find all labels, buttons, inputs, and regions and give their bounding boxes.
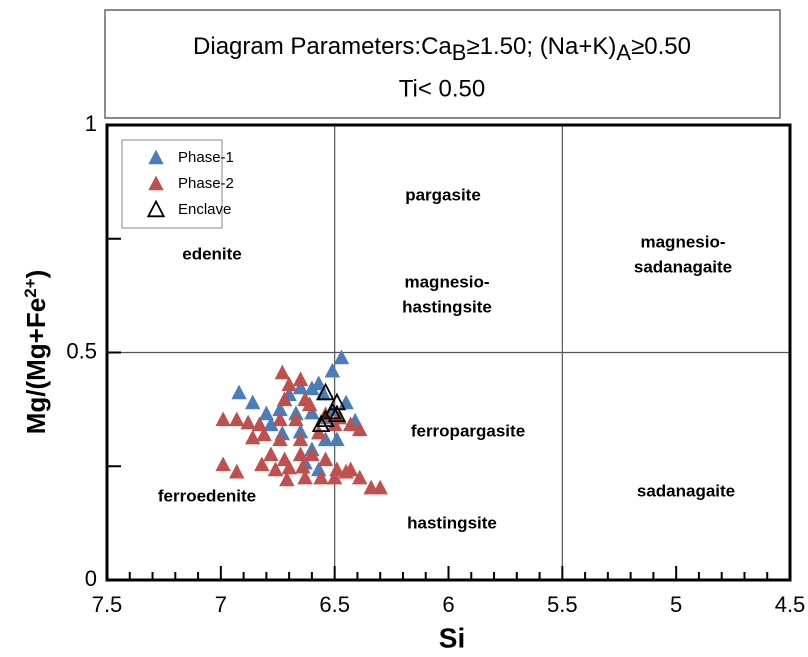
data-point — [372, 479, 388, 495]
data-point — [263, 446, 279, 462]
field-label: edenite — [182, 244, 242, 263]
data-point — [311, 461, 327, 477]
x-tick-label: 5.5 — [547, 592, 578, 617]
data-point — [263, 416, 279, 432]
data-point — [267, 461, 284, 477]
x-tick-label: 7 — [215, 592, 227, 617]
data-point — [231, 384, 247, 400]
data-point — [342, 416, 359, 432]
x-tick-label: 5 — [670, 592, 682, 617]
x-tick-label: 4.5 — [775, 592, 806, 617]
data-point — [272, 411, 288, 427]
text-part: B — [452, 40, 467, 65]
y-tick-label: 0 — [85, 566, 97, 591]
data-point — [215, 411, 231, 427]
data-point — [251, 416, 268, 432]
field-label: sadanagaite — [634, 257, 732, 276]
data-point — [297, 469, 313, 485]
data-point — [304, 380, 320, 396]
data-point — [292, 446, 309, 462]
data-point — [304, 404, 320, 420]
x-tick-label: 6 — [442, 592, 454, 617]
data-point — [254, 456, 270, 472]
field-label: hastingsite — [402, 297, 492, 316]
data-point — [301, 396, 318, 412]
data-point — [317, 451, 334, 467]
legend-box — [121, 139, 223, 229]
data-point — [352, 469, 368, 485]
data-point — [292, 371, 309, 387]
title-box — [104, 9, 781, 119]
data-point — [327, 392, 347, 411]
x-tick-label: 6.5 — [319, 592, 350, 617]
field-label: hastingsite — [407, 513, 497, 532]
data-point — [215, 456, 231, 472]
data-point — [274, 364, 291, 380]
text-part: 2+ — [21, 278, 40, 297]
x-axis-label: Si — [439, 622, 465, 653]
field-label: magnesio- — [640, 232, 725, 251]
data-point — [276, 391, 293, 407]
field-label: ferropargasite — [411, 421, 525, 440]
data-point — [229, 463, 245, 479]
data-point — [329, 431, 345, 447]
data-point — [292, 423, 309, 439]
data-point — [272, 401, 288, 417]
data-point — [304, 446, 320, 462]
y-tick-label: 1 — [85, 111, 97, 136]
data-point — [240, 414, 256, 430]
text-part: A — [616, 40, 631, 65]
y-tick-label: 0.5 — [66, 338, 97, 363]
legend-label: Enclave — [178, 201, 231, 218]
data-point — [281, 459, 297, 475]
data-point — [316, 382, 335, 401]
legend-marker — [148, 149, 164, 165]
data-point — [292, 379, 309, 395]
data-point — [316, 409, 335, 428]
chart-subtitle: Ti< 0.50 — [399, 75, 486, 102]
legend-label: Phase-2 — [178, 175, 234, 192]
plot-frame — [105, 123, 792, 582]
data-point — [272, 431, 288, 447]
legend-marker — [146, 199, 166, 218]
data-point — [323, 401, 342, 420]
data-point — [281, 376, 297, 392]
field-label: magnesio- — [404, 272, 489, 291]
text-part: ≥0.50 — [631, 33, 691, 60]
data-point — [311, 414, 331, 433]
data-point — [256, 426, 272, 442]
y-axis-label: Mg/(Mg+Fe2+) — [21, 270, 51, 435]
text-part: ≥1.50; (Na+K) — [466, 33, 616, 60]
field-label: pargasite — [405, 185, 481, 204]
data-point — [279, 471, 295, 487]
data-point — [338, 463, 354, 479]
data-point — [295, 458, 311, 474]
data-point — [324, 362, 341, 378]
text-part: Diagram Parameters:Ca — [193, 33, 452, 60]
data-point — [327, 404, 347, 423]
legend-marker — [148, 175, 164, 191]
field-label: sadanagaite — [637, 481, 735, 500]
data-point — [352, 421, 368, 437]
chart-title: Diagram Parameters:CaB≥1.50; (Na+K)A≥0.5… — [193, 33, 691, 65]
data-point — [258, 405, 275, 421]
field-label: ferroedenite — [158, 486, 256, 505]
data-point — [292, 431, 309, 447]
data-point — [333, 349, 350, 365]
data-point — [288, 411, 304, 427]
text-part: Mg/(Mg+Fe — [21, 298, 51, 435]
text-part: ) — [21, 270, 51, 279]
data-point — [245, 429, 261, 445]
x-tick-label: 7.5 — [92, 592, 123, 617]
legend-label: Phase-1 — [178, 149, 234, 166]
data-point — [245, 394, 261, 410]
data-point — [329, 461, 345, 477]
data-point — [313, 469, 329, 485]
data-point — [326, 469, 343, 485]
data-point — [229, 411, 245, 427]
